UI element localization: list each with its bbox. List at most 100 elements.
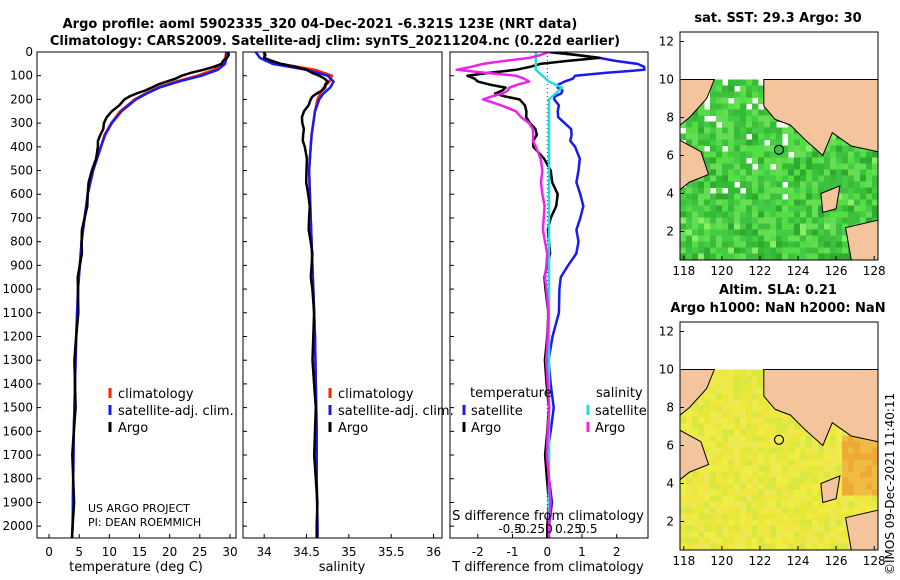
map-cell bbox=[800, 531, 807, 538]
map-cell bbox=[842, 199, 849, 206]
map-cell bbox=[758, 375, 765, 382]
map-cell bbox=[830, 169, 837, 176]
map-cell bbox=[830, 217, 837, 224]
map-cell bbox=[788, 163, 795, 170]
map-cell bbox=[764, 471, 771, 478]
s-tick-label: -0.5 bbox=[498, 522, 521, 536]
map-cell bbox=[770, 441, 777, 448]
map-cell bbox=[776, 181, 783, 188]
map-cell bbox=[758, 525, 765, 532]
map-cell bbox=[704, 513, 711, 520]
map-cell bbox=[734, 115, 741, 122]
map-cell bbox=[728, 459, 735, 466]
map-cell bbox=[758, 133, 765, 140]
map-cell bbox=[842, 483, 849, 490]
map-cell bbox=[722, 175, 729, 182]
map-cell bbox=[800, 139, 807, 146]
map-cell bbox=[722, 459, 729, 466]
map-cell bbox=[818, 175, 825, 182]
map-cell bbox=[806, 163, 813, 170]
map-cell bbox=[722, 139, 729, 146]
map-cell bbox=[758, 399, 765, 406]
map-cell bbox=[842, 453, 849, 460]
map-cell bbox=[728, 411, 735, 418]
map-cell bbox=[782, 187, 789, 194]
map-cell bbox=[836, 139, 843, 146]
map-cell bbox=[686, 429, 693, 436]
map-cell bbox=[824, 169, 831, 176]
map-cell bbox=[722, 465, 729, 472]
map-cell bbox=[740, 133, 747, 140]
map-cell bbox=[824, 507, 831, 514]
map-cell bbox=[698, 205, 705, 212]
map-cell bbox=[752, 441, 759, 448]
map-cell bbox=[776, 459, 783, 466]
map-cell bbox=[740, 139, 747, 146]
map-cell bbox=[692, 211, 699, 218]
map-cell bbox=[686, 229, 693, 236]
map-cell bbox=[716, 79, 723, 86]
map-cell bbox=[812, 501, 819, 508]
map-cell bbox=[812, 543, 819, 550]
map-cell bbox=[746, 205, 753, 212]
map-cell bbox=[746, 477, 753, 484]
map-cell bbox=[758, 187, 765, 194]
map-cell bbox=[836, 537, 843, 544]
map-cell bbox=[746, 193, 753, 200]
map-cell bbox=[752, 109, 759, 116]
map-cell bbox=[842, 495, 849, 502]
map-cell bbox=[764, 501, 771, 508]
map-cell bbox=[806, 193, 813, 200]
map-cell bbox=[680, 495, 687, 502]
map-cell bbox=[770, 241, 777, 248]
map-cell bbox=[794, 471, 801, 478]
map-cell bbox=[746, 85, 753, 92]
map-cell bbox=[698, 181, 705, 188]
map-cell bbox=[752, 501, 759, 508]
map-cell bbox=[680, 241, 687, 248]
map-cell bbox=[710, 531, 717, 538]
map-cell bbox=[842, 205, 849, 212]
map-cell bbox=[770, 531, 777, 538]
map-cell bbox=[710, 253, 717, 260]
map-cell bbox=[722, 429, 729, 436]
map-cell bbox=[782, 199, 789, 206]
map-cell bbox=[782, 495, 789, 502]
map-cell bbox=[854, 483, 861, 490]
map-cell bbox=[740, 483, 747, 490]
map-cell bbox=[866, 447, 873, 454]
map-cell bbox=[848, 459, 855, 466]
map-cell bbox=[728, 441, 735, 448]
map-cell bbox=[860, 483, 867, 490]
map-cell bbox=[836, 501, 843, 508]
map-cell bbox=[806, 477, 813, 484]
map-cell bbox=[818, 169, 825, 176]
map-cell bbox=[764, 133, 771, 140]
sst-map-frame bbox=[679, 31, 879, 261]
map-cell bbox=[806, 531, 813, 538]
map-cell bbox=[692, 187, 699, 194]
map-cell bbox=[782, 525, 789, 532]
map-cell bbox=[830, 157, 837, 164]
map-cell bbox=[788, 253, 795, 260]
map-cell bbox=[722, 477, 729, 484]
map-cell bbox=[842, 223, 849, 230]
map-cell bbox=[782, 531, 789, 538]
map-cell bbox=[686, 121, 693, 128]
map-cell bbox=[722, 223, 729, 230]
map-cell bbox=[746, 375, 753, 382]
map-cell bbox=[800, 223, 807, 230]
map-cell bbox=[704, 531, 711, 538]
map-cell bbox=[782, 223, 789, 230]
map-cell bbox=[728, 79, 735, 86]
map-cell bbox=[680, 217, 687, 224]
xtick-label: 30 bbox=[222, 545, 237, 559]
map-cell bbox=[746, 435, 753, 442]
map-cell bbox=[764, 175, 771, 182]
map-cell bbox=[866, 489, 873, 496]
map-cell bbox=[746, 417, 753, 424]
map-cell bbox=[728, 405, 735, 412]
map-cell bbox=[746, 229, 753, 236]
map-cell bbox=[770, 501, 777, 508]
map-cell bbox=[800, 441, 807, 448]
